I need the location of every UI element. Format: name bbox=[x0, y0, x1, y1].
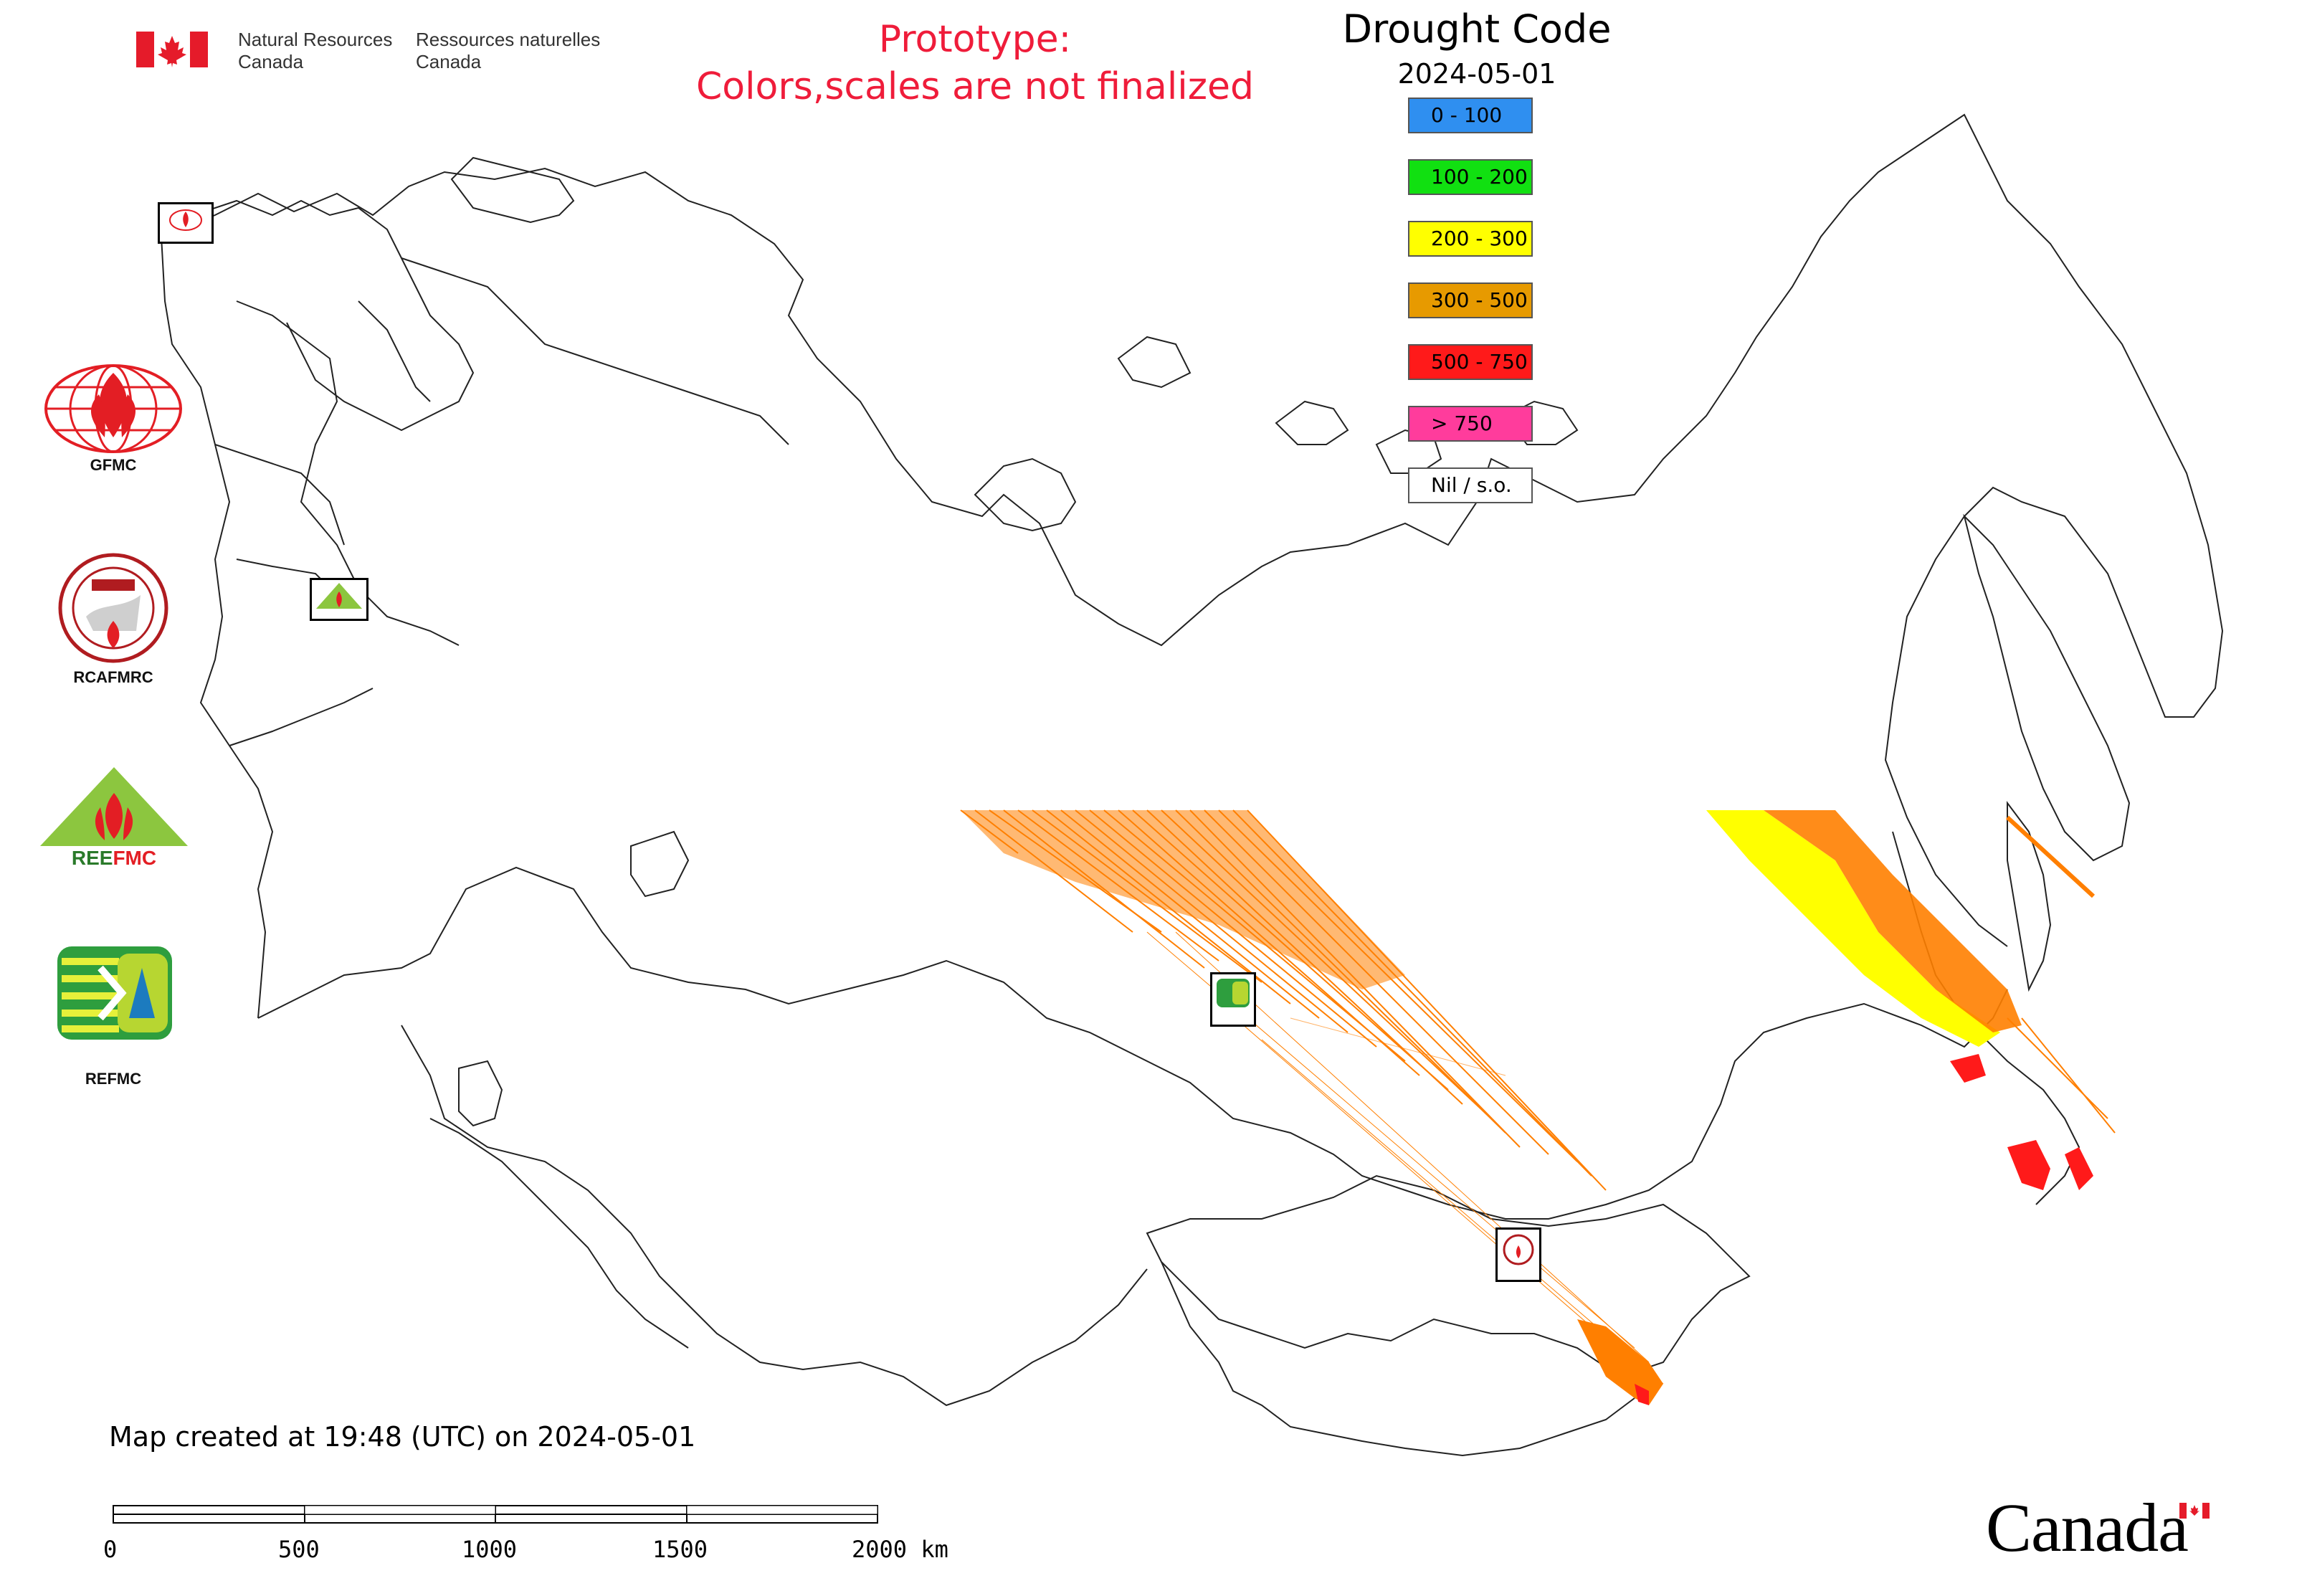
scale-tick-500: 500 bbox=[278, 1536, 320, 1563]
scale-tick-2000: 2000 km bbox=[852, 1536, 948, 1563]
canada-flag-icon bbox=[136, 32, 208, 67]
legend-item-1: 100 - 200 bbox=[1408, 159, 1533, 195]
refmc-logo-label: REFMC bbox=[85, 1070, 142, 1088]
refmc-logo-icon bbox=[57, 946, 172, 1040]
red-spot-east-3 bbox=[2065, 1147, 2093, 1190]
svg-text:REEFMC: REEFMC bbox=[72, 847, 156, 869]
map-created-timestamp: Map created at 19:48 (UTC) on 2024-05-01 bbox=[109, 1421, 696, 1453]
prototype-notice: Prototype: Colors,scales are not finaliz… bbox=[695, 18, 1255, 108]
legend-item-4: 500 - 750 bbox=[1408, 344, 1533, 380]
orange-block-east bbox=[1764, 810, 2022, 1032]
orange-block-southeast bbox=[1577, 1319, 1663, 1405]
scale-tick-0: 0 bbox=[103, 1536, 118, 1563]
rcafmrc-logo-icon bbox=[57, 552, 169, 664]
rcafmrc-logo-label: RCAFMRC bbox=[73, 668, 153, 686]
legend-item-2: 200 - 300 bbox=[1408, 221, 1533, 257]
gfmc-logo-icon bbox=[42, 358, 185, 459]
legend-title: Drought Code bbox=[1342, 6, 1612, 52]
red-spot-east-2 bbox=[2007, 1140, 2050, 1190]
red-spot-east-1 bbox=[1950, 1054, 1986, 1083]
scale-tick-1000: 1000 bbox=[462, 1536, 518, 1563]
canada-wordmark: Canada bbox=[1986, 1489, 2189, 1566]
legend-date: 2024-05-01 bbox=[1397, 58, 1556, 90]
gfmc-map-marker-icon[interactable] bbox=[158, 202, 214, 244]
canada-wordmark-flag-icon bbox=[2179, 1503, 2210, 1519]
legend-item-5: > 750 bbox=[1408, 406, 1533, 442]
scale-bar bbox=[113, 1505, 878, 1524]
refmc-map-marker-icon[interactable] bbox=[1210, 972, 1256, 1027]
scale-tick-1500: 1500 bbox=[652, 1536, 708, 1563]
red-spot-southeast bbox=[1635, 1384, 1649, 1405]
orange-block-central bbox=[961, 810, 1405, 989]
country-boundaries bbox=[161, 113, 2224, 1457]
orange-streak-sakhalin bbox=[2005, 815, 2096, 898]
reefmc-map-marker-icon[interactable] bbox=[310, 578, 368, 621]
org-name-english: Natural Resources Canada bbox=[238, 29, 393, 72]
legend-item-3: 300 - 500 bbox=[1408, 282, 1533, 318]
legend-item-6: Nil / s.o. bbox=[1408, 467, 1533, 503]
gfmc-logo-label: GFMC bbox=[90, 456, 137, 474]
reefmc-logo-icon: REEFMC bbox=[37, 764, 191, 872]
orange-streak-east bbox=[2007, 1017, 2116, 1134]
rcafmrc-map-marker-icon[interactable] bbox=[1495, 1227, 1541, 1282]
drought-data-layer bbox=[960, 809, 2116, 1405]
org-name-french: Ressources naturelles Canada bbox=[416, 29, 601, 72]
legend-item-0: 0 - 100 bbox=[1408, 98, 1533, 133]
yellow-block-east bbox=[1706, 810, 2000, 1047]
